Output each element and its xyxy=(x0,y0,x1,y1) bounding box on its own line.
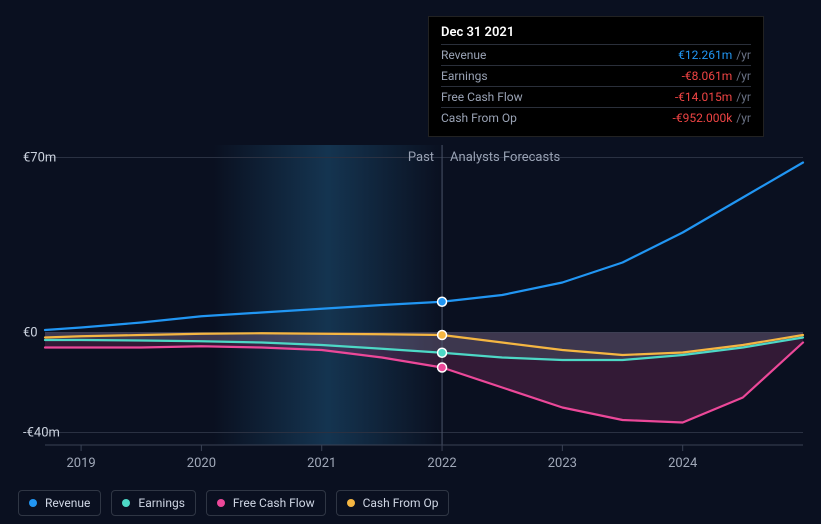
legend-dot-icon xyxy=(29,499,37,507)
legend-item-fcf[interactable]: Free Cash Flow xyxy=(206,490,326,516)
legend-dot-icon xyxy=(217,499,225,507)
svg-text:2021: 2021 xyxy=(307,456,336,471)
svg-text:Analysts Forecasts: Analysts Forecasts xyxy=(450,150,560,165)
svg-text:€0: €0 xyxy=(23,326,38,341)
tooltip-metric-unit: /yr xyxy=(736,111,751,125)
tooltip-row: Cash From Op -€952.000k/yr xyxy=(441,107,751,128)
tooltip-metric-label: Free Cash Flow xyxy=(441,90,523,104)
svg-text:2019: 2019 xyxy=(66,456,95,471)
svg-text:€70m: €70m xyxy=(23,151,56,166)
legend-dot-icon xyxy=(122,499,130,507)
legend-item-cfo[interactable]: Cash From Op xyxy=(336,490,450,516)
legend-label: Earnings xyxy=(138,496,185,510)
svg-text:-€40m: -€40m xyxy=(23,426,60,441)
legend-dot-icon xyxy=(347,499,355,507)
tooltip-date: Dec 31 2021 xyxy=(441,25,751,44)
tooltip-row: Earnings -€8.061m/yr xyxy=(441,65,751,86)
legend-item-revenue[interactable]: Revenue xyxy=(18,490,101,516)
tooltip-metric-value: -€8.061m xyxy=(682,69,733,83)
svg-text:2023: 2023 xyxy=(548,456,577,471)
legend-label: Revenue xyxy=(45,496,90,510)
tooltip-metric-value: -€952.000k xyxy=(673,111,733,125)
tooltip-metric-unit: /yr xyxy=(736,69,751,83)
svg-text:2020: 2020 xyxy=(187,456,216,471)
tooltip-metric-label: Earnings xyxy=(441,69,488,83)
svg-text:Past: Past xyxy=(408,150,434,165)
chart-tooltip: Dec 31 2021 Revenue €12.261m/yr Earnings -€… xyxy=(428,16,764,137)
legend-label: Cash From Op xyxy=(363,496,439,510)
tooltip-metric-unit: /yr xyxy=(736,48,751,62)
tooltip-row: Free Cash Flow -€14.015m/yr xyxy=(441,86,751,107)
tooltip-metric-label: Cash From Op xyxy=(441,111,517,125)
tooltip-metric-label: Revenue xyxy=(441,48,486,62)
chart-legend: Revenue Earnings Free Cash Flow Cash From O… xyxy=(18,490,449,516)
financial-forecast-chart: €70m €0 -€40m Past Analysts Forecasts 2019 202… xyxy=(0,0,821,524)
tooltip-row: Revenue €12.261m/yr xyxy=(441,44,751,65)
tooltip-metric-unit: /yr xyxy=(736,90,751,104)
legend-label: Free Cash Flow xyxy=(233,496,315,510)
svg-text:2022: 2022 xyxy=(427,456,456,471)
tooltip-metric-value: €12.261m xyxy=(678,48,732,62)
legend-item-earnings[interactable]: Earnings xyxy=(111,490,196,516)
svg-text:2024: 2024 xyxy=(668,456,698,471)
tooltip-metric-value: -€14.015m xyxy=(675,90,732,104)
